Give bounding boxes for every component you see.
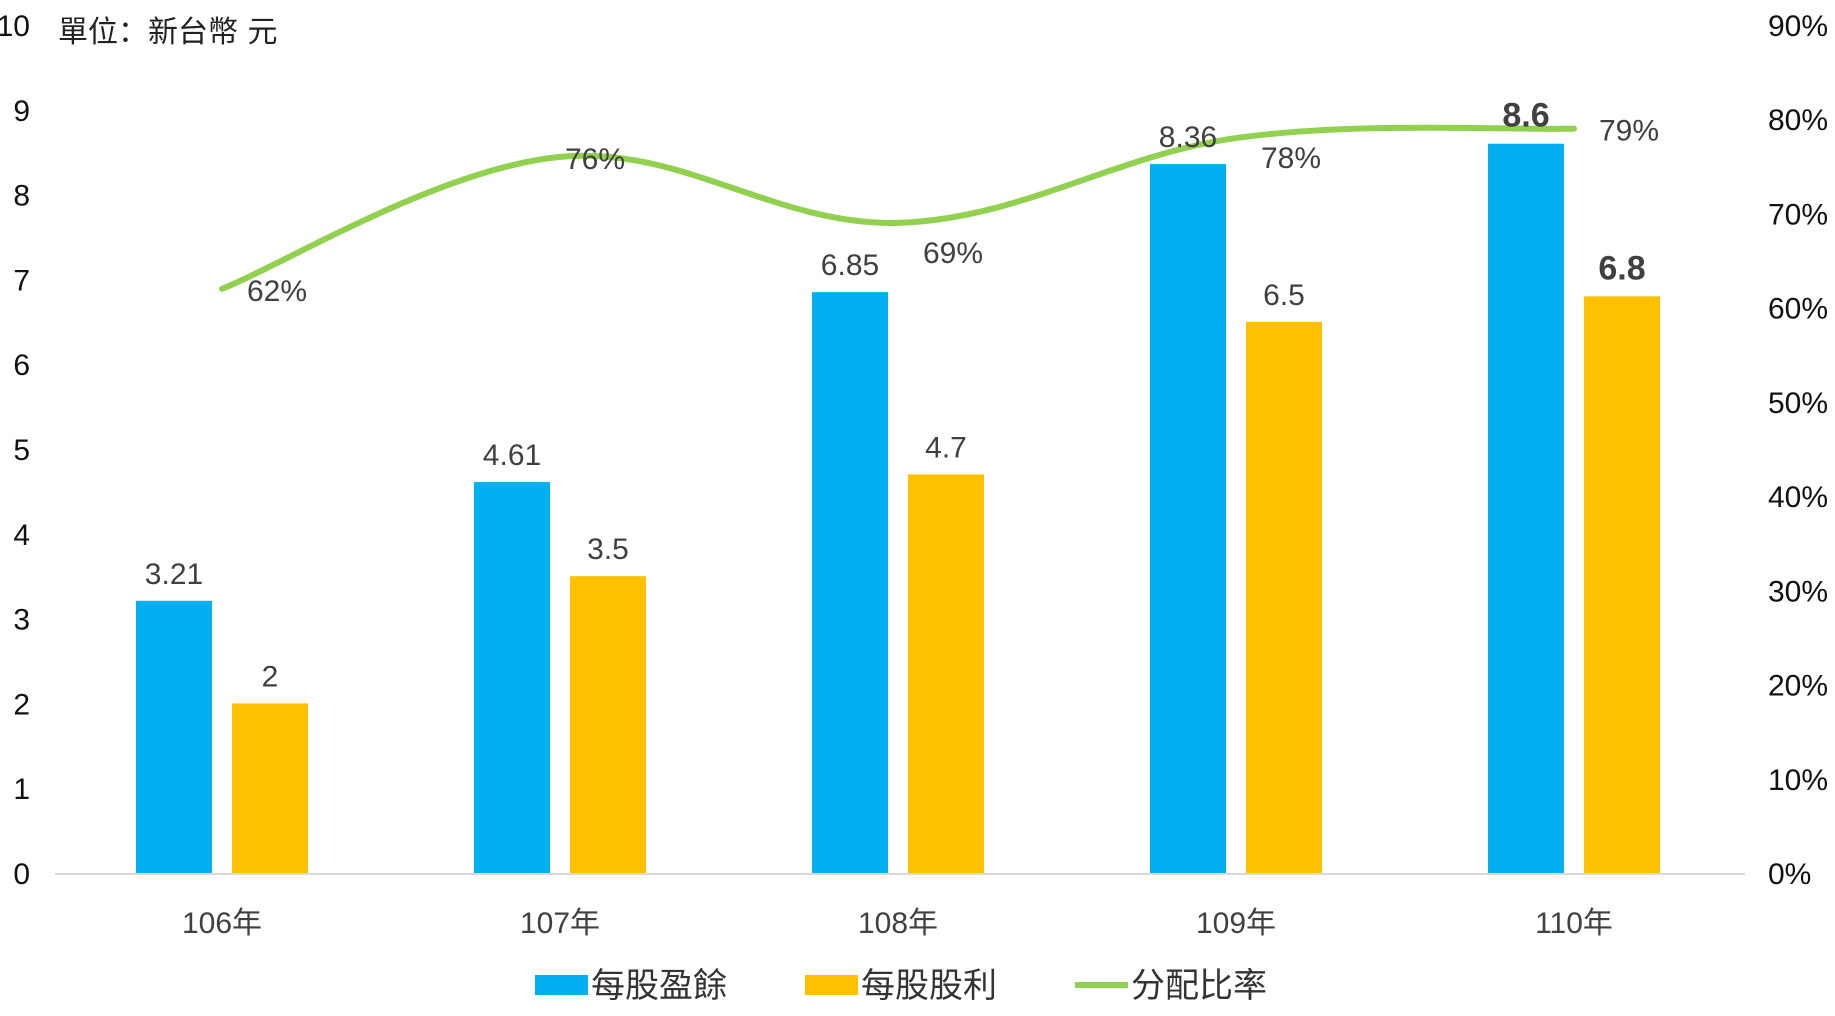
left-axis-tick: 4 bbox=[13, 519, 30, 552]
right-axis: 0% 10% 20% 30% 40% 50% 60% 70% 80% 90% bbox=[1768, 10, 1828, 891]
legend-swatch bbox=[535, 975, 588, 995]
left-axis-tick: 6 bbox=[13, 349, 30, 382]
left-axis-tick: 2 bbox=[13, 688, 30, 721]
line-data-label: 62% bbox=[247, 275, 307, 308]
right-axis-tick: 90% bbox=[1768, 10, 1828, 43]
category-label: 108年 bbox=[858, 907, 938, 940]
line-data-label: 78% bbox=[1261, 142, 1321, 175]
bar-data-label: 6.8 bbox=[1598, 249, 1645, 287]
bar-data-label: 6.5 bbox=[1263, 279, 1305, 312]
legend-label: 每股盈餘 bbox=[591, 966, 727, 1006]
right-axis-tick: 20% bbox=[1768, 670, 1828, 703]
legend-label: 分配比率 bbox=[1131, 966, 1267, 1006]
right-axis-tick: 0% bbox=[1768, 858, 1811, 891]
right-axis-tick: 50% bbox=[1768, 387, 1828, 420]
bar-data-label: 2 bbox=[262, 660, 279, 693]
bar-eps bbox=[1488, 143, 1564, 874]
bar-dividend bbox=[570, 576, 646, 873]
bar-eps bbox=[136, 600, 212, 873]
left-axis-tick: 5 bbox=[13, 434, 30, 467]
bar-data-label: 3.21 bbox=[145, 558, 203, 591]
legend-swatch bbox=[805, 975, 858, 995]
left-axis-tick: 0 bbox=[13, 858, 30, 891]
line-series bbox=[219, 124, 1577, 292]
category-labels: 106年 107年 108年 109年 110年 bbox=[182, 907, 1613, 940]
category-label: 110年 bbox=[1535, 907, 1613, 940]
bar-data-label: 8.6 bbox=[1502, 97, 1549, 135]
line-data-label: 76% bbox=[565, 143, 625, 176]
bar-eps bbox=[1150, 164, 1226, 873]
bar-dividend bbox=[1246, 321, 1322, 873]
right-axis-tick: 70% bbox=[1768, 198, 1828, 231]
bar-data-label: 3.5 bbox=[587, 533, 629, 566]
left-axis-tick: 8 bbox=[13, 180, 30, 213]
left-axis-tick: 1 bbox=[13, 773, 30, 806]
left-axis: 0 1 2 3 4 5 6 7 8 9 10 bbox=[0, 10, 30, 891]
left-axis-tick: 10 bbox=[0, 10, 30, 43]
category-label: 109年 bbox=[1196, 907, 1276, 940]
left-axis-tick: 3 bbox=[13, 604, 30, 637]
right-axis-tick: 80% bbox=[1768, 104, 1828, 137]
category-label: 106年 bbox=[182, 907, 262, 940]
right-axis-tick: 40% bbox=[1768, 481, 1828, 514]
bar-dividend bbox=[232, 703, 308, 873]
line-data-label: 69% bbox=[923, 237, 983, 270]
bar-dividend bbox=[908, 474, 984, 873]
right-axis-tick: 10% bbox=[1768, 764, 1828, 797]
bar-data-label: 8.36 bbox=[1159, 121, 1217, 154]
unit-label: 單位：新台幣 元 bbox=[58, 15, 278, 50]
left-axis-tick: 7 bbox=[13, 264, 30, 297]
bar-series bbox=[136, 143, 1660, 874]
data-labels: 3.21 4.61 6.85 8.36 8.6 2 3.5 4.7 6.5 6.8 62% 76% 69… bbox=[145, 97, 1659, 694]
left-axis-tick: 9 bbox=[13, 95, 30, 128]
line-data-label: 79% bbox=[1599, 115, 1659, 148]
right-axis-tick: 60% bbox=[1768, 293, 1828, 326]
category-label: 107年 bbox=[520, 907, 600, 940]
payout-ratio-line bbox=[219, 124, 1577, 292]
legend-label: 每股股利 bbox=[861, 966, 997, 1006]
bar-data-label: 4.7 bbox=[925, 431, 967, 464]
bar-data-label: 4.61 bbox=[483, 439, 541, 472]
bar-eps bbox=[812, 292, 888, 873]
bar-data-label: 6.85 bbox=[821, 249, 879, 282]
legend: 每股盈餘 每股股利 分配比率 bbox=[535, 966, 1267, 1006]
bar-dividend bbox=[1584, 296, 1660, 873]
right-axis-tick: 30% bbox=[1768, 575, 1828, 608]
bar-eps bbox=[474, 482, 550, 873]
